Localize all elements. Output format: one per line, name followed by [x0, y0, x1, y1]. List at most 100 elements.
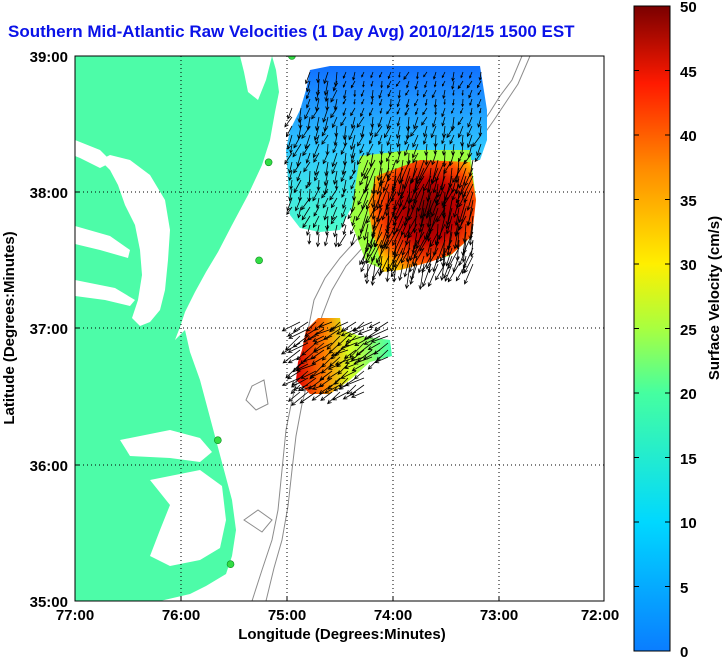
velocity-arrow: [404, 107, 410, 116]
velocity-arrow: [288, 170, 293, 182]
velocity-arrow: [381, 199, 390, 221]
river-1: [75, 140, 112, 168]
velocity-arrow: [417, 191, 425, 213]
velocity-arrow: [377, 116, 383, 128]
velocity-arrow: [440, 255, 446, 281]
x-tick-label: 72:00: [581, 607, 619, 624]
velocity-arrow: [295, 363, 317, 372]
velocity-arrow: [424, 143, 429, 156]
velocity-arrow: [375, 183, 383, 210]
velocity-arrow: [369, 152, 374, 168]
velocity-arrow: [321, 125, 329, 137]
colorbar-tick-label: 5: [680, 580, 688, 597]
velocity-arrow: [421, 116, 428, 126]
velocity-arrow: [323, 206, 329, 221]
velocity-arrow: [304, 107, 311, 120]
velocity-arrow: [416, 89, 419, 97]
river-3: [75, 280, 135, 306]
velocity-arrow: [451, 98, 455, 106]
velocity-arrow: [419, 231, 432, 252]
velocity-arrow: [445, 215, 453, 235]
velocity-south-patch: [296, 318, 392, 394]
velocity-arrow: [286, 206, 293, 215]
velocity-arrows: [280, 71, 483, 406]
velocity-arrow: [424, 152, 429, 166]
velocity-arrow: [453, 199, 460, 218]
velocity-arrow: [333, 224, 338, 238]
velocity-arrow: [289, 179, 293, 190]
velocity-arrow: [434, 107, 438, 116]
velocity-arrow: [329, 188, 338, 201]
velocity-arrow: [434, 183, 439, 204]
radar-sites: [214, 56, 296, 569]
velocity-arrow: [334, 125, 339, 138]
velocity-arrow: [466, 125, 473, 138]
velocity-arrow: [436, 207, 446, 223]
velocity-arrow: [418, 263, 425, 290]
velocity-arrow: [443, 255, 453, 279]
velocity-arrow: [350, 391, 365, 398]
velocity-arrow: [331, 206, 338, 221]
velocity-arrow: [313, 335, 333, 345]
velocity-arrow: [430, 231, 439, 248]
velocity-arrow: [385, 263, 390, 283]
velocity-arrow: [382, 175, 390, 192]
velocity-arrow: [323, 179, 329, 196]
velocity-arrow: [395, 215, 404, 233]
velocity-arrow: [478, 71, 482, 81]
velocity-arrow: [408, 199, 418, 221]
velocity-arrow: [322, 152, 329, 165]
velocity-arrow: [341, 206, 347, 218]
velocity-arrow: [325, 224, 329, 236]
velocity-arrow: [422, 89, 428, 98]
velocity-arrow: [361, 71, 365, 78]
velocity-arrow: [332, 143, 338, 154]
velocity-arrow: [406, 80, 410, 89]
velocity-arrow: [311, 384, 325, 390]
velocity-arrow: [357, 183, 369, 206]
velocity-arrow: [323, 170, 329, 187]
velocity-arrow: [445, 207, 453, 230]
velocity-arrow: [354, 335, 373, 346]
velocity-arrow: [405, 89, 410, 96]
velocity-arrow: [315, 233, 321, 248]
map-title: Southern Mid-Atlantic Raw Velocities (1 …: [8, 22, 575, 41]
radar-site-marker: [214, 436, 222, 445]
velocity-arrow: [321, 134, 329, 145]
velocity-arrow: [331, 152, 338, 168]
velocity-arrow: [289, 143, 293, 154]
velocity-arrow: [378, 152, 384, 166]
velocity-arrow: [305, 80, 311, 93]
velocity-arrow: [333, 233, 339, 248]
velocity-arrow: [362, 80, 365, 88]
x-tick-label: 76:00: [162, 607, 200, 624]
axis-tick-marks: [75, 191, 500, 601]
velocity-arrow: [280, 342, 301, 355]
velocity-arrow: [302, 215, 311, 229]
velocity-arrow: [386, 107, 392, 115]
colorbar-tick-label: 15: [680, 451, 697, 468]
velocity-arrow: [477, 116, 482, 128]
velocity-arrow: [327, 363, 341, 370]
velocity-arrow: [351, 188, 357, 201]
velocity-arrow: [441, 134, 446, 145]
velocity-arrow: [442, 89, 446, 100]
velocity-arrow: [351, 215, 356, 227]
velocity-arrow: [360, 89, 365, 97]
velocity-arrow: [286, 197, 293, 212]
velocity-arrow: [361, 239, 369, 266]
velocity-arrow: [431, 167, 439, 184]
velocity-arrow: [377, 134, 383, 146]
velocity-arrow: [360, 125, 365, 138]
velocity-arrow: [370, 116, 375, 128]
velocity-arrow: [396, 98, 401, 108]
velocity-arrow: [374, 125, 383, 138]
velocity-arrow: [398, 263, 404, 282]
velocity-arrow: [350, 179, 356, 190]
velocity-arrow: [332, 80, 338, 92]
velocity-arrow: [477, 89, 482, 96]
velocity-arrow: [457, 116, 464, 126]
velocity-arrow: [458, 199, 467, 224]
velocity-arrow: [438, 215, 446, 241]
velocity-arrow: [457, 152, 464, 163]
